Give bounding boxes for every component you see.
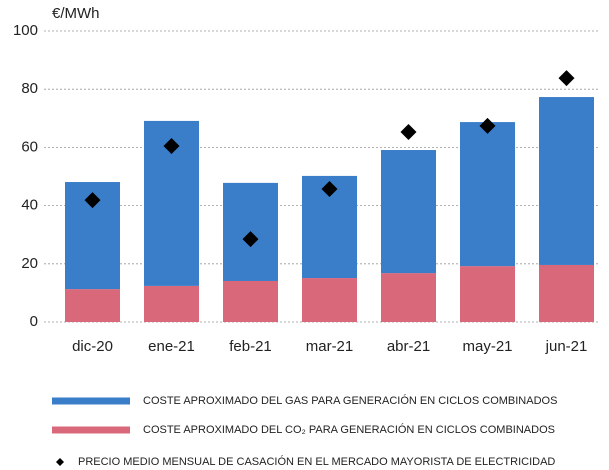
price-marker	[479, 117, 496, 134]
y-tick-label: 0	[30, 313, 38, 330]
legend-label: COSTE APROXIMADO DEL GAS PARA GENERACIÓN…	[143, 394, 557, 407]
legend-marker	[56, 458, 64, 466]
bar-segment	[144, 285, 199, 322]
y-tick-label: 80	[21, 80, 38, 97]
bar-segment	[460, 266, 515, 322]
price-marker	[163, 137, 180, 154]
x-tick-label: may-21	[462, 338, 512, 355]
bar-segment	[381, 273, 436, 322]
price-marker	[84, 192, 101, 209]
bar-segment	[381, 150, 436, 274]
bar-segment	[539, 97, 594, 265]
legend-label: COSTE APROXIMADO DEL CO₂ PARA GENERACIÓN…	[143, 423, 555, 436]
x-tick-label: abr-21	[387, 338, 430, 355]
price-marker	[242, 231, 259, 248]
y-axis-label: €/MWh	[52, 5, 100, 22]
x-tick-label: jun-21	[545, 338, 588, 355]
bar-segment	[539, 264, 594, 322]
bar-segment	[302, 278, 357, 322]
legend-swatch	[52, 426, 130, 434]
x-tick-label: feb-21	[229, 338, 272, 355]
price-marker	[321, 181, 338, 198]
bar-segment	[223, 280, 278, 322]
price-marker	[558, 70, 575, 87]
y-tick-label: 40	[21, 197, 38, 214]
x-tick-label: dic-20	[72, 338, 113, 355]
x-tick-label: ene-21	[148, 338, 195, 355]
legend-label: PRECIO MEDIO MENSUAL DE CASACIÓN EN EL M…	[78, 455, 555, 468]
bar-segment	[65, 289, 120, 322]
x-tick-label: mar-21	[306, 338, 354, 355]
y-tick-label: 100	[13, 22, 38, 39]
y-tick-label: 60	[21, 138, 38, 155]
y-tick-label: 20	[21, 255, 38, 272]
legend-swatch	[52, 397, 130, 405]
price-marker	[400, 123, 417, 140]
bar-segment	[460, 122, 515, 267]
